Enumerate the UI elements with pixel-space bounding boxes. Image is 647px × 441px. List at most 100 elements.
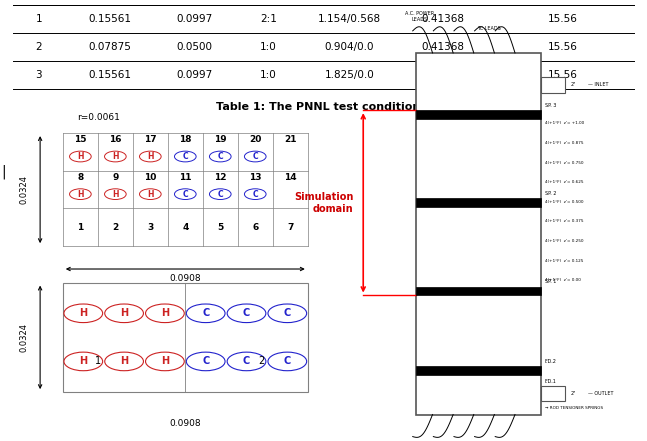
Circle shape: [70, 151, 91, 162]
Text: H: H: [79, 356, 87, 366]
Text: H: H: [120, 356, 128, 366]
Text: 0.0908: 0.0908: [170, 419, 201, 428]
Text: 1: 1: [77, 223, 83, 232]
Text: C: C: [243, 308, 250, 318]
Text: H: H: [120, 308, 128, 318]
Text: H: H: [161, 356, 169, 366]
Circle shape: [186, 352, 225, 371]
Text: 17: 17: [144, 135, 157, 145]
Text: H: H: [147, 190, 153, 198]
Text: 7: 7: [287, 223, 293, 232]
Circle shape: [140, 151, 161, 162]
Text: H: H: [161, 308, 169, 318]
Text: C: C: [252, 190, 258, 198]
Text: 4(+1°F)  z'= 0.500: 4(+1°F) z'= 0.500: [545, 200, 583, 204]
Circle shape: [245, 189, 266, 199]
Text: 0.41368: 0.41368: [422, 14, 465, 24]
Text: 4(+1°F)  z'= 0.750: 4(+1°F) z'= 0.750: [545, 161, 583, 164]
Circle shape: [70, 189, 91, 199]
Text: H: H: [112, 152, 118, 161]
Circle shape: [140, 189, 161, 199]
Text: 18: 18: [179, 135, 192, 145]
Text: 20: 20: [249, 135, 261, 145]
Text: TC LEADS: TC LEADS: [477, 26, 501, 31]
Text: 0.41368: 0.41368: [422, 70, 465, 80]
Text: C: C: [243, 356, 250, 366]
Text: 8: 8: [77, 173, 83, 182]
Text: C: C: [217, 190, 223, 198]
Text: 4(+1°F)  z'= +1.00: 4(+1°F) z'= +1.00: [545, 121, 584, 126]
Text: — OUTLET: — OUTLET: [587, 391, 613, 396]
Circle shape: [146, 304, 184, 323]
Text: 0.15561: 0.15561: [89, 14, 131, 24]
Text: r=0.0061: r=0.0061: [77, 113, 120, 122]
Text: H: H: [79, 308, 87, 318]
Text: 9: 9: [112, 173, 118, 182]
Text: SP. 3: SP. 3: [545, 103, 556, 108]
Text: 3: 3: [148, 223, 153, 232]
Bar: [416, 53, 542, 415]
Text: 1:0: 1:0: [260, 70, 277, 80]
Text: SP. 2: SP. 2: [545, 191, 556, 196]
Text: 1: 1: [94, 356, 101, 366]
Text: 12: 12: [214, 173, 226, 182]
Text: 0.0997: 0.0997: [176, 14, 212, 24]
Text: 0.0500: 0.0500: [176, 42, 212, 52]
Text: C: C: [252, 152, 258, 161]
Text: 1: 1: [36, 14, 42, 24]
Text: 0.0324: 0.0324: [19, 323, 28, 352]
Circle shape: [268, 304, 307, 323]
Text: 0.0908: 0.0908: [170, 274, 201, 283]
Text: 2: 2: [36, 42, 42, 52]
Circle shape: [175, 189, 196, 199]
Text: 4(+1°F)  z'= 0.250: 4(+1°F) z'= 0.250: [545, 239, 583, 243]
Text: 5: 5: [217, 223, 223, 232]
Text: 15: 15: [74, 135, 87, 145]
Text: H: H: [77, 152, 83, 161]
Text: 4(+1°F)  z'= 0.875: 4(+1°F) z'= 0.875: [545, 141, 583, 145]
Text: 15.56: 15.56: [548, 70, 578, 80]
Text: 15.56: 15.56: [548, 14, 578, 24]
Text: C: C: [182, 152, 188, 161]
Text: H: H: [77, 190, 83, 198]
Text: C: C: [182, 190, 188, 198]
Text: F.D.1: F.D.1: [545, 379, 556, 384]
Bar: [416, 198, 542, 207]
Text: 0.0324: 0.0324: [19, 175, 28, 204]
Text: Table 1: The PNNL test conditions.: Table 1: The PNNL test conditions.: [216, 102, 431, 112]
Bar: [416, 366, 542, 375]
Text: 4(+1°F)  z'= 0.00: 4(+1°F) z'= 0.00: [545, 278, 580, 282]
Text: 1:0: 1:0: [260, 42, 277, 52]
Circle shape: [245, 151, 266, 162]
Circle shape: [64, 304, 103, 323]
Text: 4(+1°F)  z'= 0.125: 4(+1°F) z'= 0.125: [545, 259, 583, 263]
Bar: [63, 283, 308, 392]
Text: 15.56: 15.56: [548, 42, 578, 52]
Text: — INLET: — INLET: [587, 82, 608, 87]
Text: H: H: [112, 190, 118, 198]
Text: 16: 16: [109, 135, 122, 145]
Circle shape: [268, 352, 307, 371]
Text: A.C. POWER
LEADS: A.C. POWER LEADS: [405, 11, 434, 22]
Text: 13: 13: [249, 173, 261, 182]
Circle shape: [227, 352, 266, 371]
Text: 10: 10: [144, 173, 157, 182]
Text: 4(+1°F)  z'= 0.375: 4(+1°F) z'= 0.375: [545, 220, 583, 224]
Text: F.D.2: F.D.2: [545, 359, 556, 364]
Text: 0.41368: 0.41368: [422, 42, 465, 52]
Text: 2: 2: [112, 223, 118, 232]
Text: 19: 19: [214, 135, 226, 145]
Text: C: C: [217, 152, 223, 161]
Bar: [542, 77, 564, 93]
Text: 1.154/0.568: 1.154/0.568: [318, 14, 381, 24]
Text: 2": 2": [571, 82, 576, 87]
Text: C: C: [202, 356, 210, 366]
Circle shape: [227, 304, 266, 323]
Text: 21: 21: [284, 135, 296, 145]
Text: C: C: [283, 308, 291, 318]
Text: C: C: [202, 308, 210, 318]
Bar: [542, 386, 564, 401]
Text: 11: 11: [179, 173, 192, 182]
Circle shape: [146, 352, 184, 371]
Text: 6: 6: [252, 223, 258, 232]
